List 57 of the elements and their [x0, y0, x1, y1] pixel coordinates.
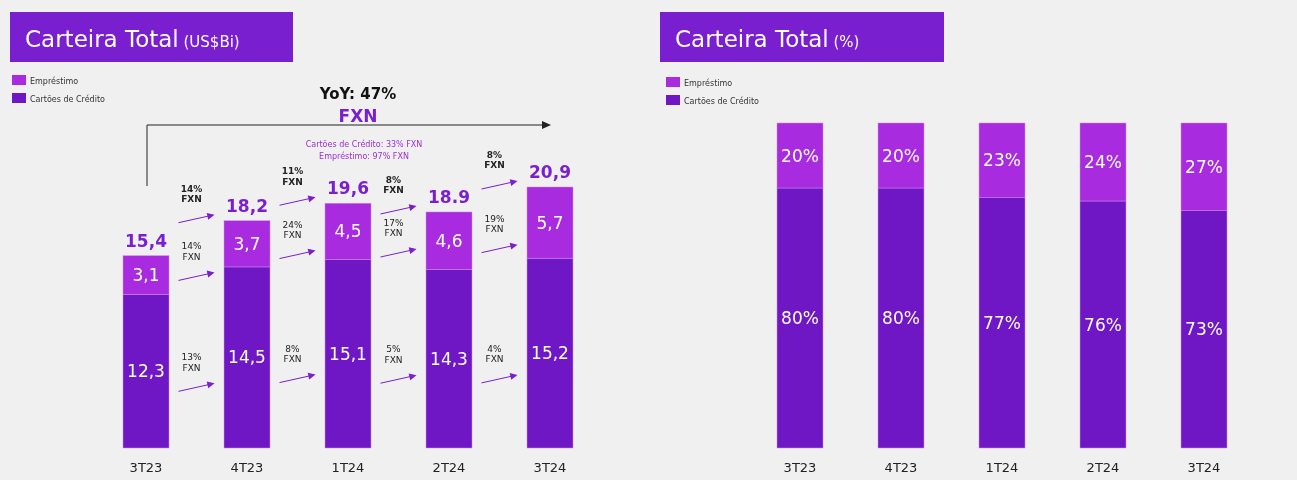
- text: FXN: [338, 106, 378, 126]
- x-tick-label: 2T24: [432, 460, 466, 475]
- x-tick-label: 4T23: [230, 460, 264, 475]
- data-label: 4,5: [334, 221, 362, 242]
- data-label: 24%: [1084, 152, 1122, 172]
- data-label: 80%: [781, 308, 819, 328]
- legend-label: Empréstimo: [684, 78, 733, 88]
- chart-title: Carteira Total (US$Bi): [25, 26, 240, 52]
- total-label: 19,6: [327, 178, 369, 199]
- data-label: 27%: [1185, 156, 1223, 177]
- total-label: 20,9: [529, 162, 571, 182]
- legend-label: Cartões de Crédito: [30, 94, 106, 104]
- data-label: 76%: [1084, 314, 1122, 335]
- x-tick-label: 3T24: [1187, 460, 1221, 475]
- legend-label: Empréstimo: [30, 76, 79, 86]
- annotation: 14% FXN: [180, 183, 203, 205]
- x-tick-label: 1T24: [331, 460, 365, 475]
- annotation: 24% FXN: [282, 219, 303, 240]
- annotation: 19% FXN: [484, 213, 505, 234]
- total-label: 18.9: [428, 186, 470, 207]
- data-label: 14,5: [228, 347, 266, 368]
- data-label: 5,7: [536, 212, 564, 233]
- x-tick-label: 3T24: [533, 460, 567, 475]
- legend-label: Cartões de Crédito: [684, 96, 760, 106]
- text: YoY: 47%: [318, 85, 397, 103]
- annotation: 13% FXN: [181, 352, 202, 373]
- data-label: 80%: [882, 308, 920, 328]
- total-label: 15,4: [125, 230, 168, 251]
- text: 11% FXN: [281, 166, 304, 187]
- annotation: 5% FXN: [384, 344, 403, 365]
- data-label: 20%: [781, 145, 819, 166]
- data-label: 4,6: [435, 230, 463, 251]
- annotation: 14% FXN: [181, 241, 202, 262]
- data-label: 14,3: [430, 348, 468, 369]
- data-label: 3,7: [233, 233, 261, 254]
- data-label: 3,1: [132, 265, 160, 286]
- data-label: 15,2: [531, 343, 569, 364]
- data-label: 23%: [983, 150, 1021, 171]
- annotation: 8% FXN: [283, 343, 302, 364]
- chart-title: Carteira Total (%): [675, 26, 860, 52]
- text: 8% FXN: [484, 150, 505, 171]
- data-label: 20%: [882, 145, 920, 166]
- x-tick-label: 3T23: [783, 460, 817, 475]
- x-tick-label: 2T24: [1086, 460, 1120, 475]
- text: Cartões de Crédito: 33% FXN: [305, 139, 423, 149]
- annotation: 8% FXN: [383, 174, 404, 196]
- annotation: 4% FXN: [485, 343, 504, 365]
- data-label: 15,1: [329, 343, 367, 364]
- data-label: 12,3: [127, 361, 165, 382]
- data-label: 73%: [1185, 319, 1223, 340]
- annotation: 17% FXN: [383, 218, 404, 239]
- x-tick-label: 3T23: [129, 460, 163, 475]
- total-label: 18,2: [226, 195, 268, 216]
- data-label: 77%: [983, 312, 1021, 333]
- x-tick-label: 4T23: [884, 460, 918, 475]
- x-tick-label: 1T24: [985, 460, 1019, 475]
- text: Empréstimo: 97% FXN: [319, 151, 409, 161]
